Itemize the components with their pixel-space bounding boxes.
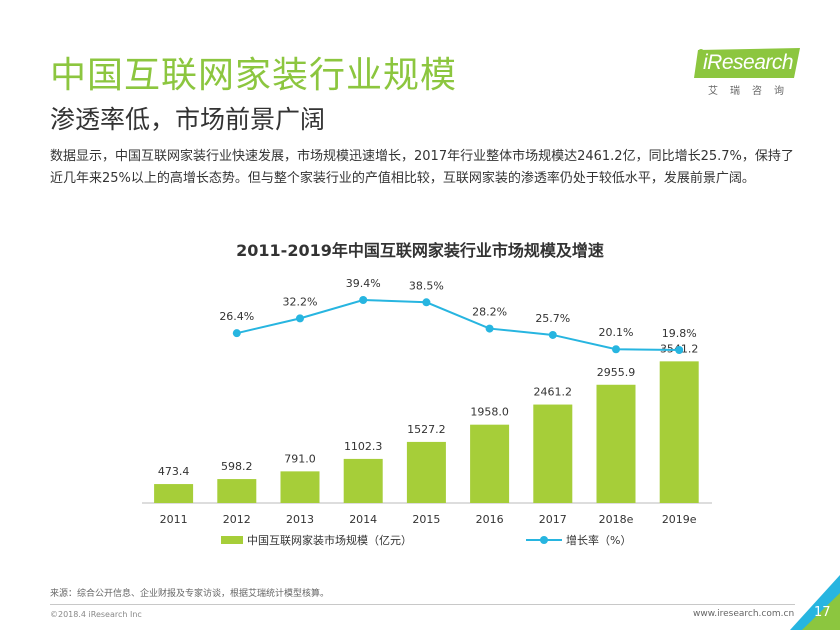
growth-point-2018e bbox=[612, 345, 620, 354]
bar-2018e bbox=[596, 384, 636, 503]
growth-point-2016 bbox=[485, 324, 494, 333]
x-tick-label-2012: 2012 bbox=[223, 513, 251, 526]
bar-label-2014: 1102.3 bbox=[344, 440, 383, 453]
body-paragraph: 数据显示，中国互联网家装行业快速发展，市场规模迅速增长，2017年行业整体市场规… bbox=[50, 149, 794, 186]
bar-label-2015: 1527.2 bbox=[407, 423, 446, 436]
bar-2013 bbox=[280, 471, 320, 503]
growth-label-2014: 39.4% bbox=[346, 277, 381, 290]
chart-legend: 中国互联网家装市场规模（亿元） 增长率（%） bbox=[0, 532, 840, 552]
growth-point-2014 bbox=[359, 296, 368, 304]
legend-line-swatch-icon bbox=[526, 535, 562, 545]
legend-item-market-size: 中国互联网家装市场规模（亿元） bbox=[221, 532, 412, 548]
bar-2016 bbox=[470, 424, 510, 503]
x-tick-label-2015: 2015 bbox=[412, 513, 440, 526]
legend-bar-swatch-icon bbox=[221, 536, 243, 544]
source-note: 来源：综合公开信息、企业财报及专家访谈，根据艾瑞统计模型核算。 bbox=[50, 589, 330, 599]
growth-point-2017 bbox=[548, 330, 557, 339]
x-tick-label-2011: 2011 bbox=[160, 513, 188, 526]
iresearch-logo: iResearch 艾瑞咨询 bbox=[694, 48, 804, 100]
bar-label-2018e: 2955.9 bbox=[597, 366, 636, 379]
x-tick-label-2019e: 2019e bbox=[662, 513, 697, 526]
chart-title: 2011-2019年中国互联网家装行业市场规模及增速 bbox=[236, 241, 604, 260]
bar-label-2016: 1958.0 bbox=[470, 406, 509, 419]
x-tick-label-2017: 2017 bbox=[539, 513, 567, 526]
growth-label-2019e: 19.8% bbox=[662, 327, 697, 340]
growth-point-2015 bbox=[422, 298, 431, 307]
page-number: 17 bbox=[814, 605, 831, 620]
bar-2012 bbox=[217, 479, 257, 503]
growth-label-2012: 26.4% bbox=[219, 310, 254, 323]
page-title: 中国互联网家装行业规模 bbox=[50, 55, 458, 96]
x-tick-label-2016: 2016 bbox=[476, 513, 504, 526]
logo-subtitle: 艾瑞咨询 bbox=[708, 86, 796, 97]
x-tick-label-2013: 2013 bbox=[286, 513, 314, 526]
growth-label-2018e: 20.1% bbox=[599, 326, 634, 339]
copyright: ©2018.4 iResearch Inc bbox=[50, 610, 142, 619]
bar-2011 bbox=[154, 484, 194, 503]
legend-label-growth-rate: 增长率（%） bbox=[566, 534, 632, 547]
bar-2014 bbox=[343, 458, 383, 503]
legend-item-growth-rate: 增长率（%） bbox=[526, 532, 631, 548]
legend-label-market-size: 中国互联网家装市场规模（亿元） bbox=[247, 534, 412, 547]
bar-label-2017: 2461.2 bbox=[534, 386, 573, 399]
bar-2015 bbox=[406, 441, 446, 503]
growth-label-2017: 25.7% bbox=[535, 312, 570, 325]
growth-point-2013 bbox=[296, 314, 304, 323]
growth-point-2019e bbox=[675, 346, 684, 354]
bar-label-2012: 598.2 bbox=[221, 460, 253, 473]
x-tick-label-2018e: 2018e bbox=[599, 513, 634, 526]
growth-rate-line bbox=[236, 298, 680, 351]
website-link[interactable]: www.iresearch.com.cn bbox=[693, 609, 795, 619]
growth-point-2012 bbox=[232, 329, 241, 338]
bar-label-2011: 473.4 bbox=[158, 465, 190, 478]
bar-2017 bbox=[533, 404, 573, 503]
corner-decoration-icon bbox=[790, 575, 840, 630]
growth-label-2016: 28.2% bbox=[472, 306, 507, 319]
x-tick-label-2014: 2014 bbox=[349, 513, 377, 526]
growth-label-2013: 32.2% bbox=[283, 295, 318, 308]
logo-wordmark: iResearch bbox=[703, 51, 794, 74]
page-subtitle: 渗透率低，市场前景广阔 bbox=[50, 105, 326, 134]
bar-label-2013: 791.0 bbox=[284, 452, 316, 465]
growth-label-2015: 38.5% bbox=[409, 279, 444, 292]
bar-2019e bbox=[659, 361, 699, 503]
market-size-chart: 473.4 2011 598.2 2012 791.0 2013 1102.3 2014 152… bbox=[142, 277, 712, 526]
logo-badge-icon bbox=[694, 48, 800, 78]
footer-divider bbox=[50, 604, 795, 605]
